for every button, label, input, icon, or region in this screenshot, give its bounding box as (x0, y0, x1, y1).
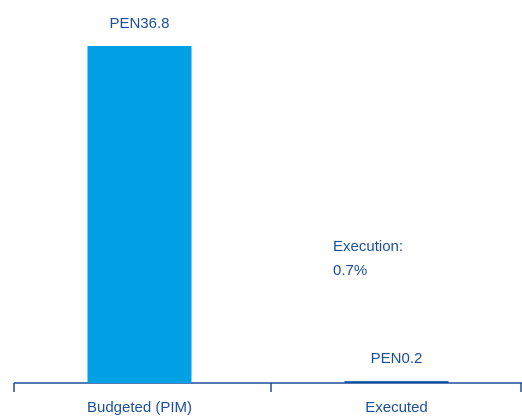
value-label: PEN0.2 (371, 350, 423, 367)
value-label: PEN36.8 (109, 15, 169, 32)
x-tick-label: Executed (365, 399, 428, 416)
bar (87, 46, 192, 383)
bar (344, 381, 449, 383)
x-tick-label: Budgeted (PIM) (87, 399, 192, 416)
annotation: 0.7% (333, 262, 367, 279)
annotation: Execution: (333, 238, 403, 255)
